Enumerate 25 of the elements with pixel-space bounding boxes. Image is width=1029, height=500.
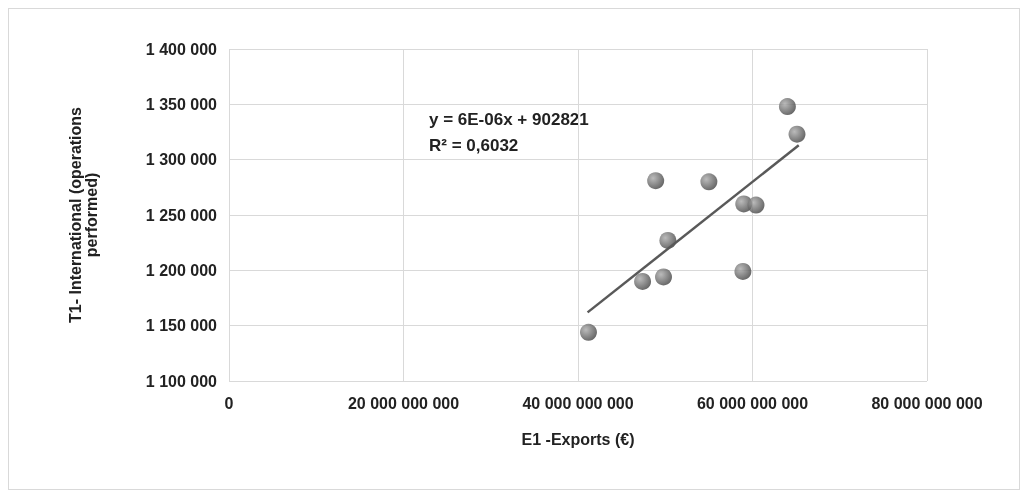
point bbox=[655, 268, 673, 286]
x-tick-label: 20 000 000 000 bbox=[347, 394, 460, 412]
x-tick-label: 60 000 000 000 bbox=[696, 394, 809, 412]
point bbox=[634, 272, 652, 290]
point bbox=[647, 172, 665, 190]
annotation: R² = 0,6032 bbox=[429, 136, 519, 155]
x-tick-label: 40 000 000 000 bbox=[522, 394, 634, 412]
y-tick-label: 1 200 000 bbox=[145, 261, 218, 279]
y-tick-label: 1 300 000 bbox=[145, 151, 218, 169]
y-tick-label: 1 250 000 bbox=[145, 206, 218, 224]
y-tick-label: 1 150 000 bbox=[145, 317, 218, 335]
y-tick-label: 1 400 000 bbox=[145, 40, 218, 58]
x-tick-label: 80 000 000 000 bbox=[871, 394, 983, 412]
y-axis-title: T1- International (operations performed) bbox=[66, 106, 100, 324]
point bbox=[700, 173, 718, 191]
y-tick-label: 1 350 000 bbox=[145, 95, 218, 113]
y-tick-label: 1 100 000 bbox=[145, 372, 218, 390]
point bbox=[734, 262, 752, 280]
point bbox=[778, 98, 796, 116]
point bbox=[579, 323, 597, 341]
annotation: y = 6E-06x + 902821 bbox=[429, 110, 589, 129]
point bbox=[788, 125, 806, 143]
point bbox=[747, 196, 765, 214]
x-axis-title: E1 -Exports (€) bbox=[521, 430, 635, 448]
x-tick-label: 0 bbox=[224, 394, 234, 412]
